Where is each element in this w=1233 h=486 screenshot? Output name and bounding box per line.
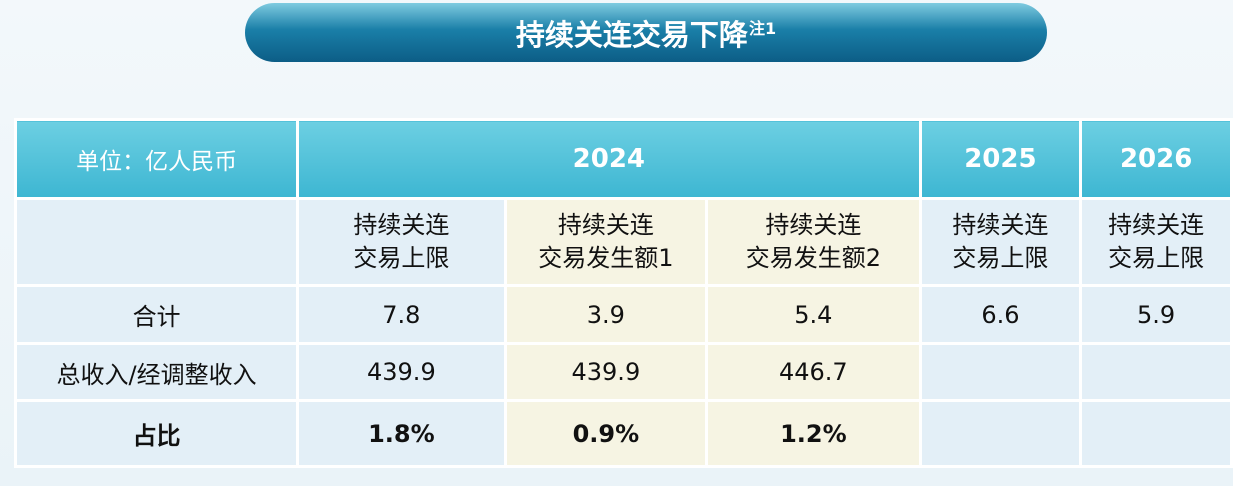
data-row: 总收入/经调整收入 439.9 439.9 446.7 [13,342,1233,402]
header-line: 交易上限 [952,244,1049,272]
empty-cell [13,197,300,287]
unit-cell: 单位：亿人民币 [13,118,300,200]
value-cell [918,399,1083,468]
column-header: 持续关连 交易上限 [1079,197,1233,287]
header-line: 持续关连 [765,211,862,239]
table: 单位：亿人民币 2024 2025 2026 持续关连 交易上限 持续关连 交易发生额1 持续关… [13,118,1233,468]
title: 持续关连交易下降 [515,17,748,52]
header-row: 单位：亿人民币 2024 2025 2026 [13,118,1233,200]
data-row: 合计 7.8 3.9 5.4 6.6 5.9 [13,284,1233,345]
header-line: 持续关连 [952,211,1049,239]
column-header: 持续关连交易发生额1 [503,197,709,287]
value-cell [1079,399,1233,468]
row-label: 合计 [13,284,300,345]
title-note: 注1 [748,19,777,38]
value-cell: 5.9 [1079,284,1233,345]
header-line: 交易发生额2 [745,244,881,272]
value-cell: 439.9 [296,342,507,402]
value-cell: 1.2% [705,399,922,468]
value-cell: 5.4 [705,284,922,345]
year-cell: 2026 [1079,118,1233,200]
subheader-row: 持续关连 交易上限 持续关连 交易发生额1 持续关连 交易发生额2 持续关连 交易上限 持续关连… [13,197,1233,287]
value-cell: 7.8 [296,284,507,345]
value-cell [1079,342,1233,402]
title-banner: 持续关连交易下降 注1 [245,3,1047,62]
header-line: 交易发生额1 [538,244,674,272]
value-cell: 0.9% [503,399,709,468]
value-cell: 6.6 [918,284,1083,345]
header-line: 持续关连 [557,211,654,239]
data-row: 占比 1.8% 0.9% 1.2% [13,399,1233,468]
header-line: 交易上限 [1108,244,1205,272]
column-header: 持续关连交易发生额2 [705,197,922,287]
value-cell [918,342,1083,402]
header-line: 交易上限 [353,244,450,272]
row-label: 占比 [13,399,300,468]
header-line: 持续关连 [1108,211,1205,239]
value-cell: 3.9 [503,284,709,345]
year-cell: 2025 [918,118,1083,200]
value-cell: 446.7 [705,342,922,402]
row-label: 总收入/经调整收入 [13,342,300,402]
header-line: 持续关连 [353,211,450,239]
column-header: 持续关连 交易上限 [296,197,507,287]
column-header: 持续关连 交易上限 [918,197,1083,287]
value-cell: 1.8% [296,399,507,468]
value-cell: 439.9 [503,342,709,402]
year-cell: 2024 [296,118,922,200]
